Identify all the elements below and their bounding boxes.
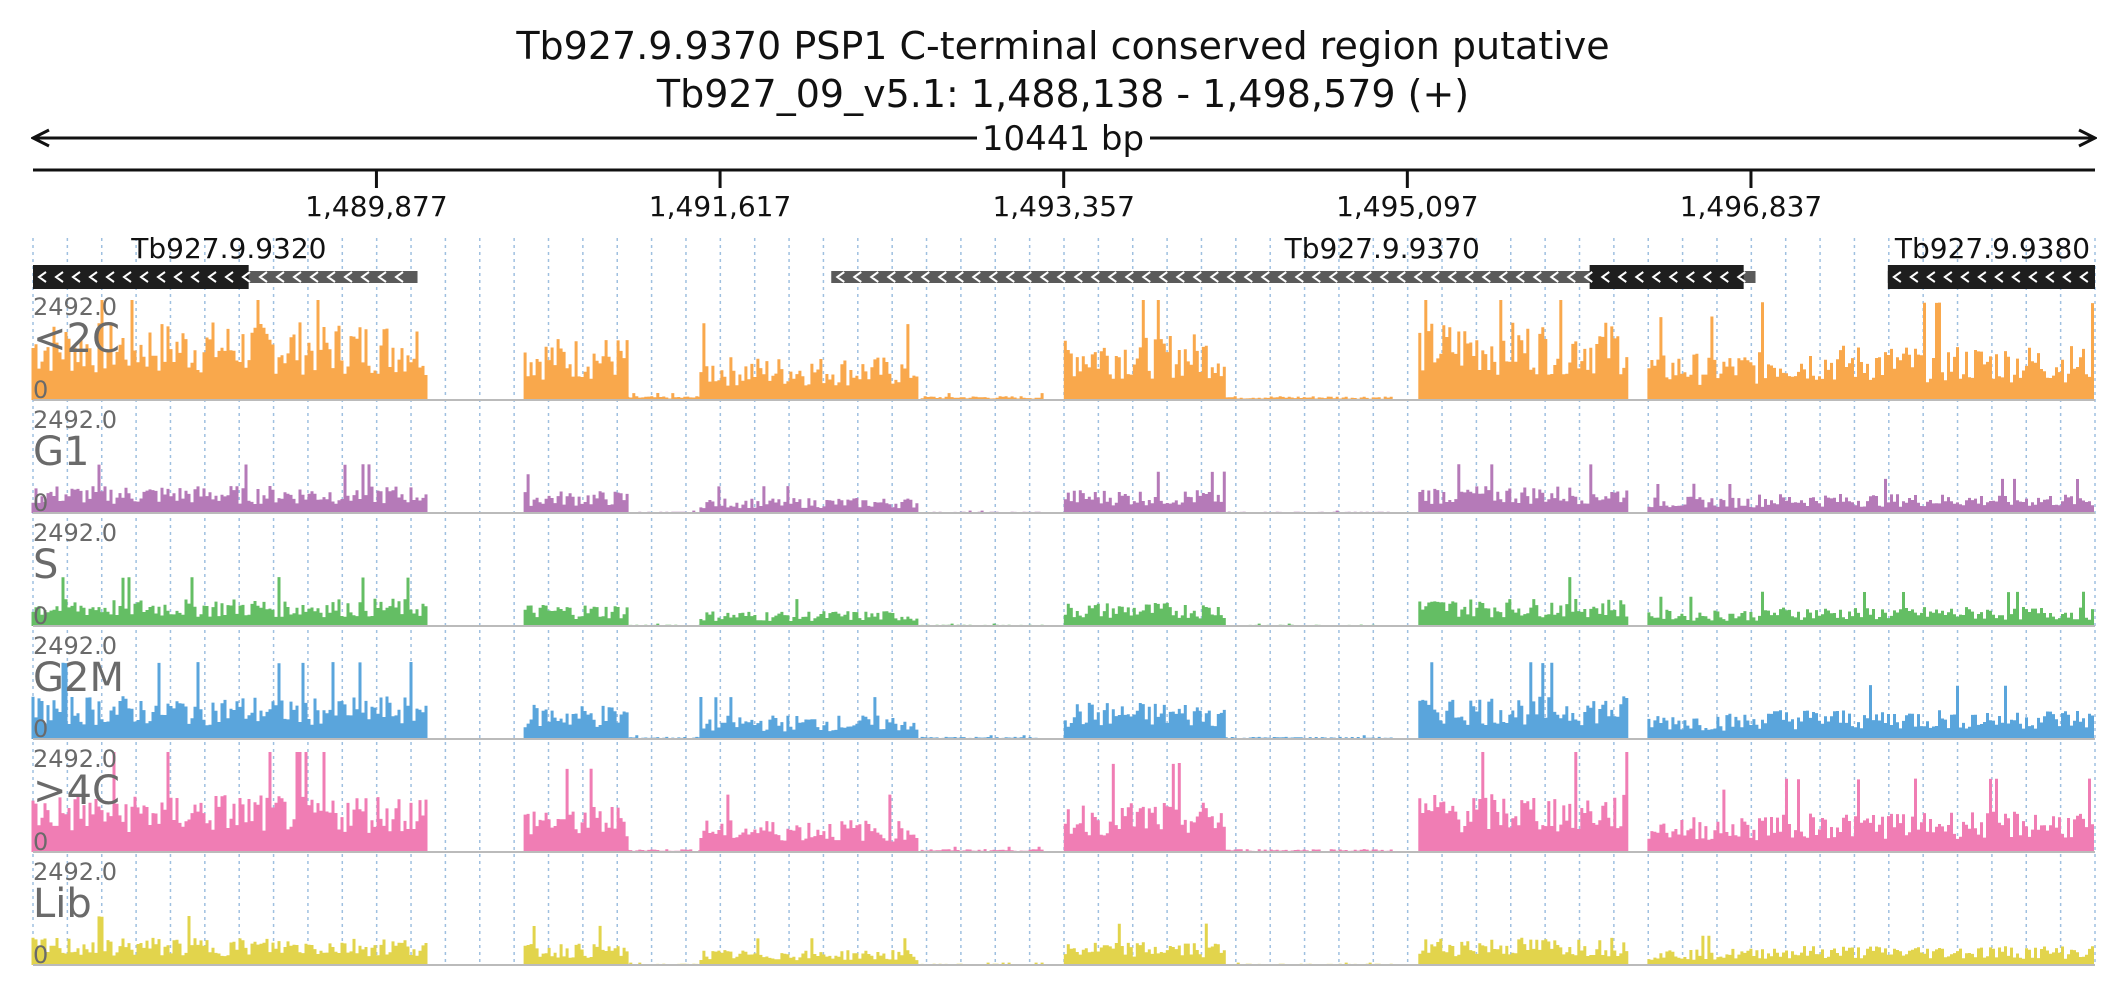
- gene-label: Tb927.9.9370: [1284, 232, 1480, 265]
- track-min-label: 0: [33, 376, 48, 404]
- track-min-label: 0: [33, 828, 48, 856]
- track-name: G2M: [33, 655, 124, 701]
- track-min-label: 0: [33, 602, 48, 630]
- coverage-bars: [31, 752, 2094, 852]
- track-max-label: 2492.0: [33, 293, 117, 321]
- track-0: 2492.0<2C 0: [31, 293, 2095, 404]
- track-min-label: 0: [33, 715, 48, 743]
- track-max-label: 2492.0: [33, 519, 117, 547]
- track-4: 2492.0>4C 0: [31, 745, 2095, 856]
- ruler-tick-label: 1,491,617: [649, 190, 792, 223]
- ruler-tick-label: 1,495,097: [1336, 190, 1479, 223]
- track-max-label: 2492.0: [33, 745, 117, 773]
- track-max-label: 2492.0: [33, 406, 117, 434]
- track-name: <2C: [33, 316, 120, 362]
- gene-Tb927.9.9380[interactable]: Tb927.9.9380: [1887, 232, 2095, 289]
- coverage-bars: [31, 300, 2094, 400]
- track-name: S: [33, 542, 58, 588]
- gene-cds: [1589, 265, 1744, 289]
- strand-chevrons: [835, 271, 1746, 283]
- track-name: G1: [33, 429, 89, 475]
- coverage-tracks: 2492.0<2C02492.0G102492.0S02492.0G2M0249…: [31, 293, 2095, 969]
- ruler-tick-label: 1,493,357: [992, 190, 1135, 223]
- ruler-tick-label: 1,489,877: [305, 190, 448, 223]
- track-name: >4C: [33, 768, 120, 814]
- gene-Tb927.9.9370[interactable]: Tb927.9.9370: [831, 232, 1756, 289]
- gene-label: Tb927.9.9380: [1894, 232, 2090, 265]
- track-2: 2492.0S 0: [31, 519, 2095, 630]
- ruler-ticks: 1,489,877 1,491,617 1,493,357 1,495,097 1,49…: [305, 170, 1822, 223]
- span-length-label: 10441 bp: [982, 119, 1144, 159]
- locus-coordinates: Tb927_09_v5.1: 1,488,138 - 1,498,579 (+): [656, 72, 1469, 116]
- strand-chevrons: [37, 271, 404, 283]
- track-1: 2492.0G1 0: [31, 406, 2095, 517]
- ruler-tick-label: 1,496,837: [1680, 190, 1823, 223]
- track-name: Lib: [33, 881, 92, 927]
- gene-cds: [1887, 265, 2095, 289]
- coverage-bars: [31, 464, 2094, 513]
- strand-chevrons: [1892, 271, 2089, 283]
- coverage-bars: [31, 577, 2094, 626]
- track-max-label: 2492.0: [33, 632, 117, 660]
- gene-track: Tb927.9.9320 Tb927.9.9370 Tb927.9.9380: [33, 232, 2095, 289]
- track-max-label: 2492.0: [33, 858, 117, 886]
- track-min-label: 0: [33, 489, 48, 517]
- figure-title: Tb927.9.9370 PSP1 C-terminal conserved r…: [515, 24, 1609, 68]
- coordinate-ruler: 1,489,877 1,491,617 1,493,357 1,495,097 1,49…: [33, 168, 2095, 223]
- gene-label: Tb927.9.9320: [130, 232, 326, 265]
- span-indicator: 10441 bp: [33, 119, 2095, 159]
- gene-Tb927.9.9320[interactable]: Tb927.9.9320: [33, 232, 418, 289]
- track-min-label: 0: [33, 941, 48, 969]
